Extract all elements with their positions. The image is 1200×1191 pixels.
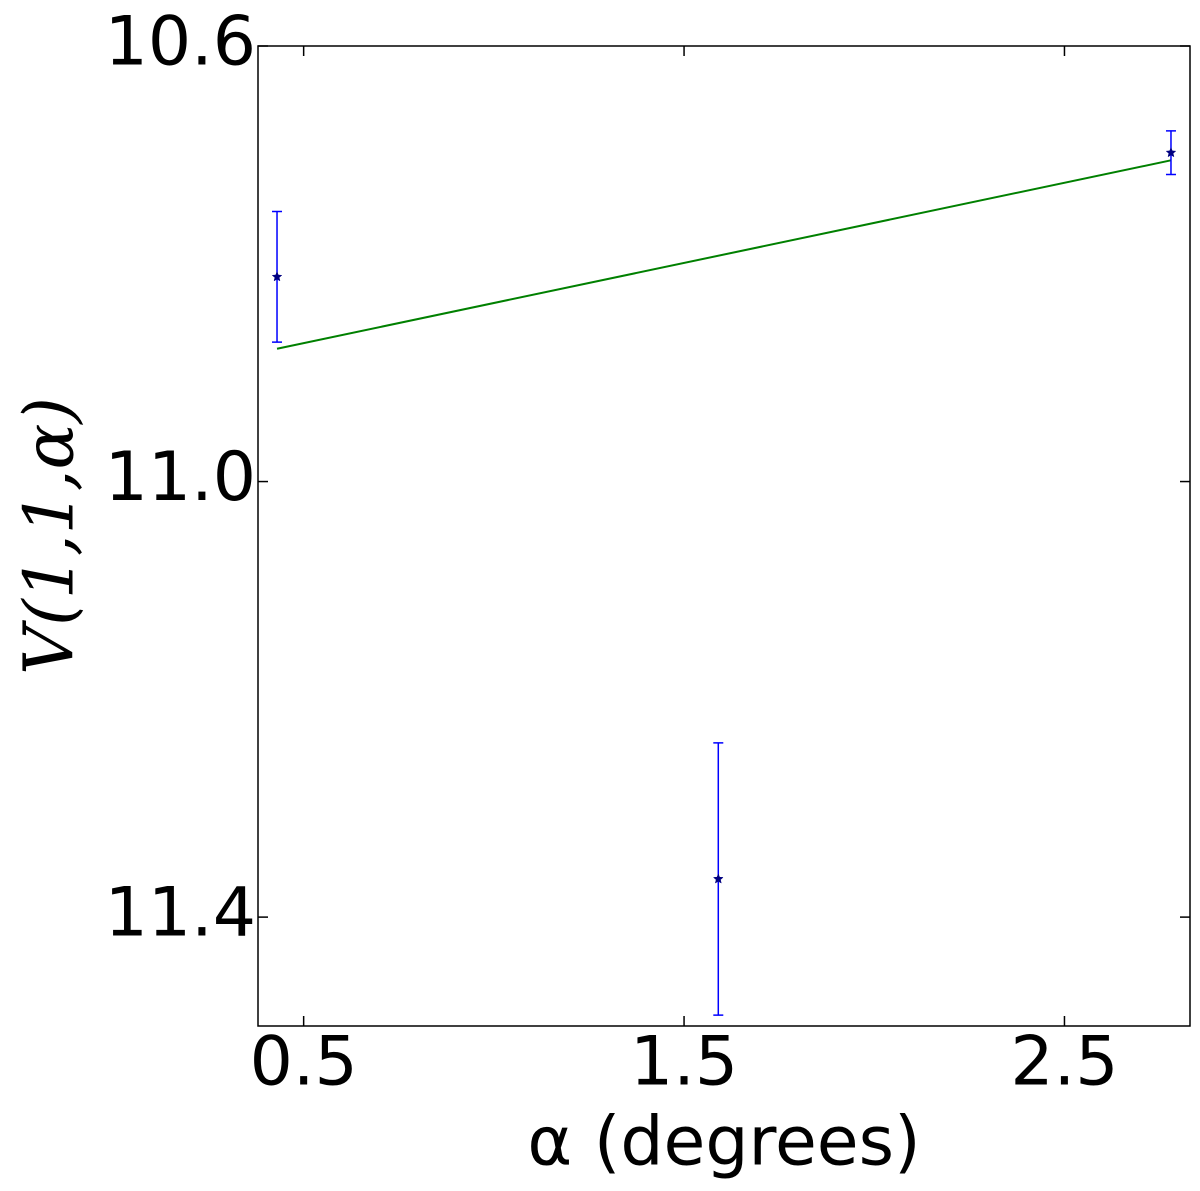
y-tick-label: 10.6	[105, 3, 256, 82]
point-marker	[712, 873, 724, 884]
plot-frame	[257, 45, 1191, 1027]
x-tick-label: 0.5	[250, 1023, 358, 1102]
y-tick-label: 11.0	[105, 438, 256, 517]
point-marker	[271, 271, 283, 282]
x-axis-label: α (degrees)	[527, 1103, 920, 1182]
y-axis-label: V(1,1,α)	[11, 397, 90, 675]
x-tick-label: 2.5	[1010, 1023, 1118, 1102]
fit-line	[276, 159, 1172, 350]
x-tick-label: 1.5	[630, 1023, 738, 1102]
point-marker	[1165, 147, 1177, 158]
y-tick-label: 11.4	[105, 874, 256, 953]
